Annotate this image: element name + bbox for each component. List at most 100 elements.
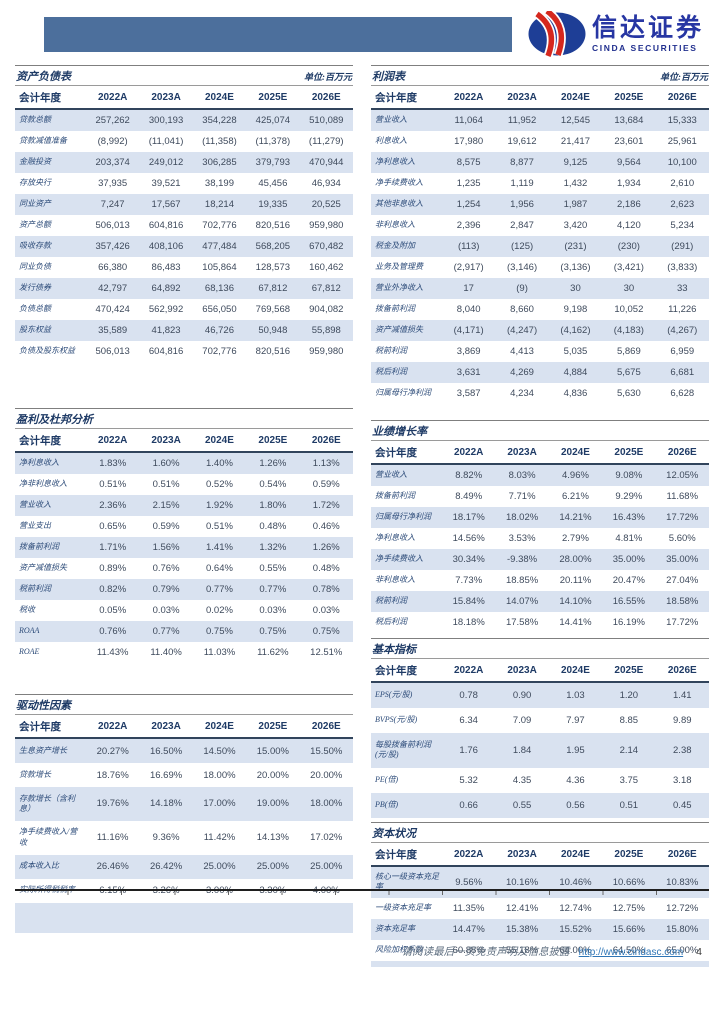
table-row: 税前利润 0.82% 0.79% 0.77% 0.77% 0.78% — [15, 579, 353, 600]
table-row: 净利息收入 1.83% 1.60% 1.40% 1.26% 1.13% — [15, 452, 353, 474]
cell-value: (231) — [564, 241, 587, 252]
cell-value: 0.56 — [566, 799, 585, 811]
cell-value: 23,601 — [614, 136, 644, 147]
cell-value: 249,012 — [148, 157, 184, 168]
bottom-rule-ticks — [15, 891, 709, 895]
cell-value: 0.51 — [619, 799, 639, 811]
row-label: 股东权益 — [19, 325, 51, 335]
cell-value: 25.00% — [203, 861, 236, 873]
cell-value: 1.84 — [512, 744, 532, 756]
column-header: 2024E — [192, 714, 247, 739]
cell-value: 769,568 — [255, 304, 291, 315]
table-row: 非利息收入 2,396 2,847 3,420 4,120 5,234 — [371, 215, 709, 236]
cell-value: 17.00% — [203, 798, 236, 810]
cell-value: 1.92% — [205, 500, 233, 511]
cell-value: 0.90 — [512, 690, 532, 701]
cell-value: 568,205 — [255, 241, 291, 252]
logo-chinese-name: 信达证券 — [592, 12, 705, 42]
table-caption: 资本状况 — [371, 821, 709, 842]
cell-value: 1.40% — [205, 458, 233, 469]
cell-value: 0.64% — [205, 563, 233, 574]
cell-value: 470,424 — [95, 304, 130, 315]
column-header: 2025E — [602, 842, 656, 867]
table-row: 负债总额 470,424 562,992 656,050 769,568 904,082 — [15, 299, 353, 320]
column-header: 会计年度 — [371, 842, 442, 867]
cell-value: 0.77% — [205, 584, 233, 595]
cell-value: 41,823 — [151, 325, 181, 336]
table-caption: 驱动性因素 — [15, 694, 353, 714]
cell-value: 0.76% — [152, 563, 180, 574]
cell-value: 0.78 — [459, 690, 478, 701]
row-label: 净非利息收入 — [19, 479, 67, 489]
column-header: 2023A — [495, 842, 549, 867]
cell-value: 7,247 — [100, 199, 125, 210]
cell-value: 9.56% — [455, 876, 483, 888]
data-table: 会计年度 2022A 2023A 2024E 2025E 2026E 营业收入 11,064 1… — [371, 85, 709, 404]
cell-value: 6,681 — [670, 367, 695, 378]
cell-value: 12.72% — [666, 902, 699, 914]
table-row: 业务及管理费 (2,917) (3,146) (3,136) (3,421) (3,833… — [371, 257, 709, 278]
cell-value: 4.96% — [561, 470, 589, 481]
cell-value: 820,516 — [255, 220, 291, 231]
data-table: 会计年度 2022A 2023A 2024E 2025E 2026E EPS(元/股) 0.7… — [371, 658, 709, 818]
cell-value: 6.21% — [561, 491, 589, 502]
cell-value: 55.18% — [505, 944, 539, 956]
row-label: PB(倍) — [375, 800, 399, 810]
column-header: 2026E — [299, 428, 353, 453]
table-row: 净手续费收入 30.34% -9.38% 28.00% 35.00% 35.00% — [371, 549, 709, 570]
row-label: 风险加权系数 — [375, 944, 423, 954]
cell-value: 6,628 — [670, 388, 695, 399]
cell-value: 3,631 — [456, 367, 481, 378]
cell-value: 0.65% — [99, 521, 127, 532]
column-header: 2024E — [548, 842, 603, 867]
cell-value: 10.83% — [666, 876, 699, 888]
table-row: 营业外净收入 17 (9) 30 30 33 — [371, 278, 709, 299]
table-row: 拨备前利润 8.49% 7.71% 6.21% 9.29% 11.68% — [371, 486, 709, 507]
column-header: 2025E — [602, 85, 656, 110]
cell-value: 0.59% — [312, 479, 340, 490]
cell-value: 2.79% — [561, 533, 589, 544]
cell-value: 19.76% — [96, 798, 129, 810]
cell-value: 959,980 — [309, 220, 344, 231]
cell-value: 66,380 — [98, 262, 128, 273]
cell-value: (3,136) — [560, 262, 591, 273]
company-website-link[interactable]: http://www.cindasc.com — [578, 947, 684, 958]
row-label: 拨备前利润 — [375, 491, 415, 501]
table-row: 税收 0.05% 0.03% 0.02% 0.03% 0.03% — [15, 600, 353, 621]
cell-value: 0.51% — [99, 479, 127, 490]
row-label: 净手续费收入 — [375, 554, 423, 564]
data-table: 会计年度 2022A 2023A 2024E 2025E 2026E 净利息收入 1.83% 1… — [15, 428, 353, 663]
column-header: 2023A — [139, 714, 193, 739]
cell-value: 1.41 — [673, 690, 692, 701]
column-header: 2022A — [85, 85, 140, 110]
column-header: 2022A — [85, 714, 140, 739]
cell-value: 11.62% — [257, 647, 289, 658]
column-header: 2022A — [85, 428, 140, 453]
column-header: 会计年度 — [15, 714, 86, 739]
cell-value: 1.71% — [99, 542, 127, 553]
cell-value: 5,630 — [616, 388, 641, 399]
cell-value: 5.32 — [459, 774, 478, 786]
cell-value: 14.41% — [559, 617, 592, 628]
cell-value: 27.04% — [666, 575, 699, 586]
cell-value: 306,285 — [202, 157, 237, 168]
column-header: 会计年度 — [371, 658, 442, 683]
cell-value: 4,836 — [563, 388, 588, 399]
table-row: 贷款增长 18.76% 16.69% 18.00% 20.00% 20.00% — [15, 763, 353, 787]
cell-value: 0.48% — [312, 563, 340, 574]
logo-text: 信达证券 CINDA SECURITIES — [592, 12, 705, 53]
column-header: 2023A — [495, 658, 549, 683]
row-label: 金融投资 — [19, 157, 51, 167]
row-label: 利息收入 — [375, 136, 407, 146]
cell-value: 26.42% — [149, 861, 183, 873]
table-title: 驱动性因素 — [16, 700, 71, 712]
cell-value: 20.27% — [96, 745, 129, 757]
cell-value: (3,146) — [507, 262, 538, 273]
left-table-column: 资产负债表 单位:百万元 会计年度 2022A 2023A 2024E 2025E 2026E… — [15, 65, 353, 933]
cell-value: 14.07% — [505, 596, 539, 607]
cell-value: 5,234 — [670, 220, 695, 231]
column-header: 2026E — [655, 658, 709, 683]
row-label: 归属母行净利润 — [375, 512, 431, 522]
table-row: 拨备前利润 8,040 8,660 9,198 10,052 11,226 — [371, 299, 709, 320]
row-label: 同业资产 — [19, 199, 51, 209]
